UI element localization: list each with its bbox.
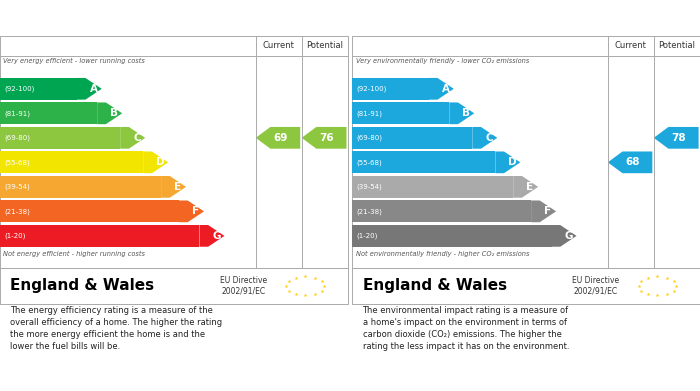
- Polygon shape: [449, 102, 475, 124]
- Polygon shape: [161, 176, 186, 198]
- Text: C: C: [133, 133, 141, 143]
- Text: Not energy efficient - higher running costs: Not energy efficient - higher running co…: [4, 251, 146, 256]
- Polygon shape: [199, 225, 225, 247]
- Text: G: G: [212, 231, 220, 241]
- Text: (92-100): (92-100): [4, 86, 34, 92]
- Polygon shape: [144, 151, 168, 173]
- Bar: [0, 201, 179, 222]
- Bar: [352, 201, 531, 222]
- Polygon shape: [77, 78, 102, 100]
- Text: Very environmentally friendly - lower CO₂ emissions: Very environmentally friendly - lower CO…: [356, 58, 529, 64]
- Text: The energy efficiency rating is a measure of the
overall efficiency of a home. T: The energy efficiency rating is a measur…: [10, 307, 223, 351]
- Text: (55-68): (55-68): [4, 159, 30, 165]
- Bar: [352, 127, 473, 149]
- Text: (1-20): (1-20): [356, 233, 377, 239]
- Text: 68: 68: [625, 157, 640, 167]
- Bar: [0, 78, 77, 100]
- Bar: [0, 225, 199, 247]
- Text: Potential: Potential: [659, 41, 695, 50]
- Polygon shape: [552, 225, 577, 247]
- Text: (92-100): (92-100): [356, 86, 386, 92]
- Text: Environmental Impact (CO₂) Rating: Environmental Impact (CO₂) Rating: [363, 11, 595, 25]
- Polygon shape: [256, 127, 300, 149]
- Text: A: A: [90, 84, 97, 94]
- Bar: [352, 102, 449, 124]
- Text: Not environmentally friendly - higher CO₂ emissions: Not environmentally friendly - higher CO…: [356, 251, 529, 256]
- Text: The environmental impact rating is a measure of
a home's impact on the environme: The environmental impact rating is a mea…: [363, 307, 569, 351]
- Text: E: E: [526, 182, 533, 192]
- Polygon shape: [513, 176, 538, 198]
- Text: Potential: Potential: [307, 41, 343, 50]
- Text: (21-38): (21-38): [4, 208, 30, 215]
- Text: (69-80): (69-80): [4, 135, 30, 141]
- Polygon shape: [179, 201, 204, 222]
- Bar: [0, 102, 97, 124]
- Polygon shape: [97, 102, 122, 124]
- Text: EU Directive
2002/91/EC: EU Directive 2002/91/EC: [220, 276, 267, 296]
- Bar: [352, 176, 513, 198]
- Text: Current: Current: [262, 41, 295, 50]
- Text: 78: 78: [671, 133, 685, 143]
- Polygon shape: [429, 78, 454, 100]
- Text: (81-91): (81-91): [356, 110, 382, 117]
- Bar: [352, 225, 552, 247]
- Text: E: E: [174, 182, 181, 192]
- Polygon shape: [608, 151, 652, 173]
- Text: (39-54): (39-54): [356, 184, 382, 190]
- Text: England & Wales: England & Wales: [10, 278, 155, 293]
- Text: F: F: [193, 206, 200, 216]
- Text: (81-91): (81-91): [4, 110, 30, 117]
- Bar: [0, 127, 120, 149]
- Text: D: D: [508, 157, 517, 167]
- Polygon shape: [654, 127, 699, 149]
- Text: D: D: [155, 157, 164, 167]
- Text: C: C: [485, 133, 493, 143]
- Text: B: B: [462, 108, 470, 118]
- Text: Current: Current: [615, 41, 647, 50]
- Text: Energy Efficiency Rating: Energy Efficiency Rating: [10, 11, 173, 25]
- Bar: [352, 78, 429, 100]
- Polygon shape: [302, 127, 346, 149]
- Text: B: B: [110, 108, 118, 118]
- Text: 69: 69: [273, 133, 287, 143]
- Text: (69-80): (69-80): [356, 135, 382, 141]
- Text: (55-68): (55-68): [356, 159, 382, 165]
- Bar: [352, 151, 496, 173]
- Polygon shape: [120, 127, 145, 149]
- Text: Very energy efficient - lower running costs: Very energy efficient - lower running co…: [4, 58, 146, 64]
- Text: England & Wales: England & Wales: [363, 278, 507, 293]
- Text: (21-38): (21-38): [356, 208, 382, 215]
- Polygon shape: [496, 151, 520, 173]
- Text: 76: 76: [319, 133, 333, 143]
- Text: (1-20): (1-20): [4, 233, 25, 239]
- Text: (39-54): (39-54): [4, 184, 30, 190]
- Bar: [0, 151, 144, 173]
- Bar: [0, 176, 161, 198]
- Text: F: F: [545, 206, 552, 216]
- Text: G: G: [564, 231, 573, 241]
- Text: EU Directive
2002/91/EC: EU Directive 2002/91/EC: [572, 276, 620, 296]
- Polygon shape: [473, 127, 497, 149]
- Text: A: A: [442, 84, 449, 94]
- Polygon shape: [531, 201, 556, 222]
